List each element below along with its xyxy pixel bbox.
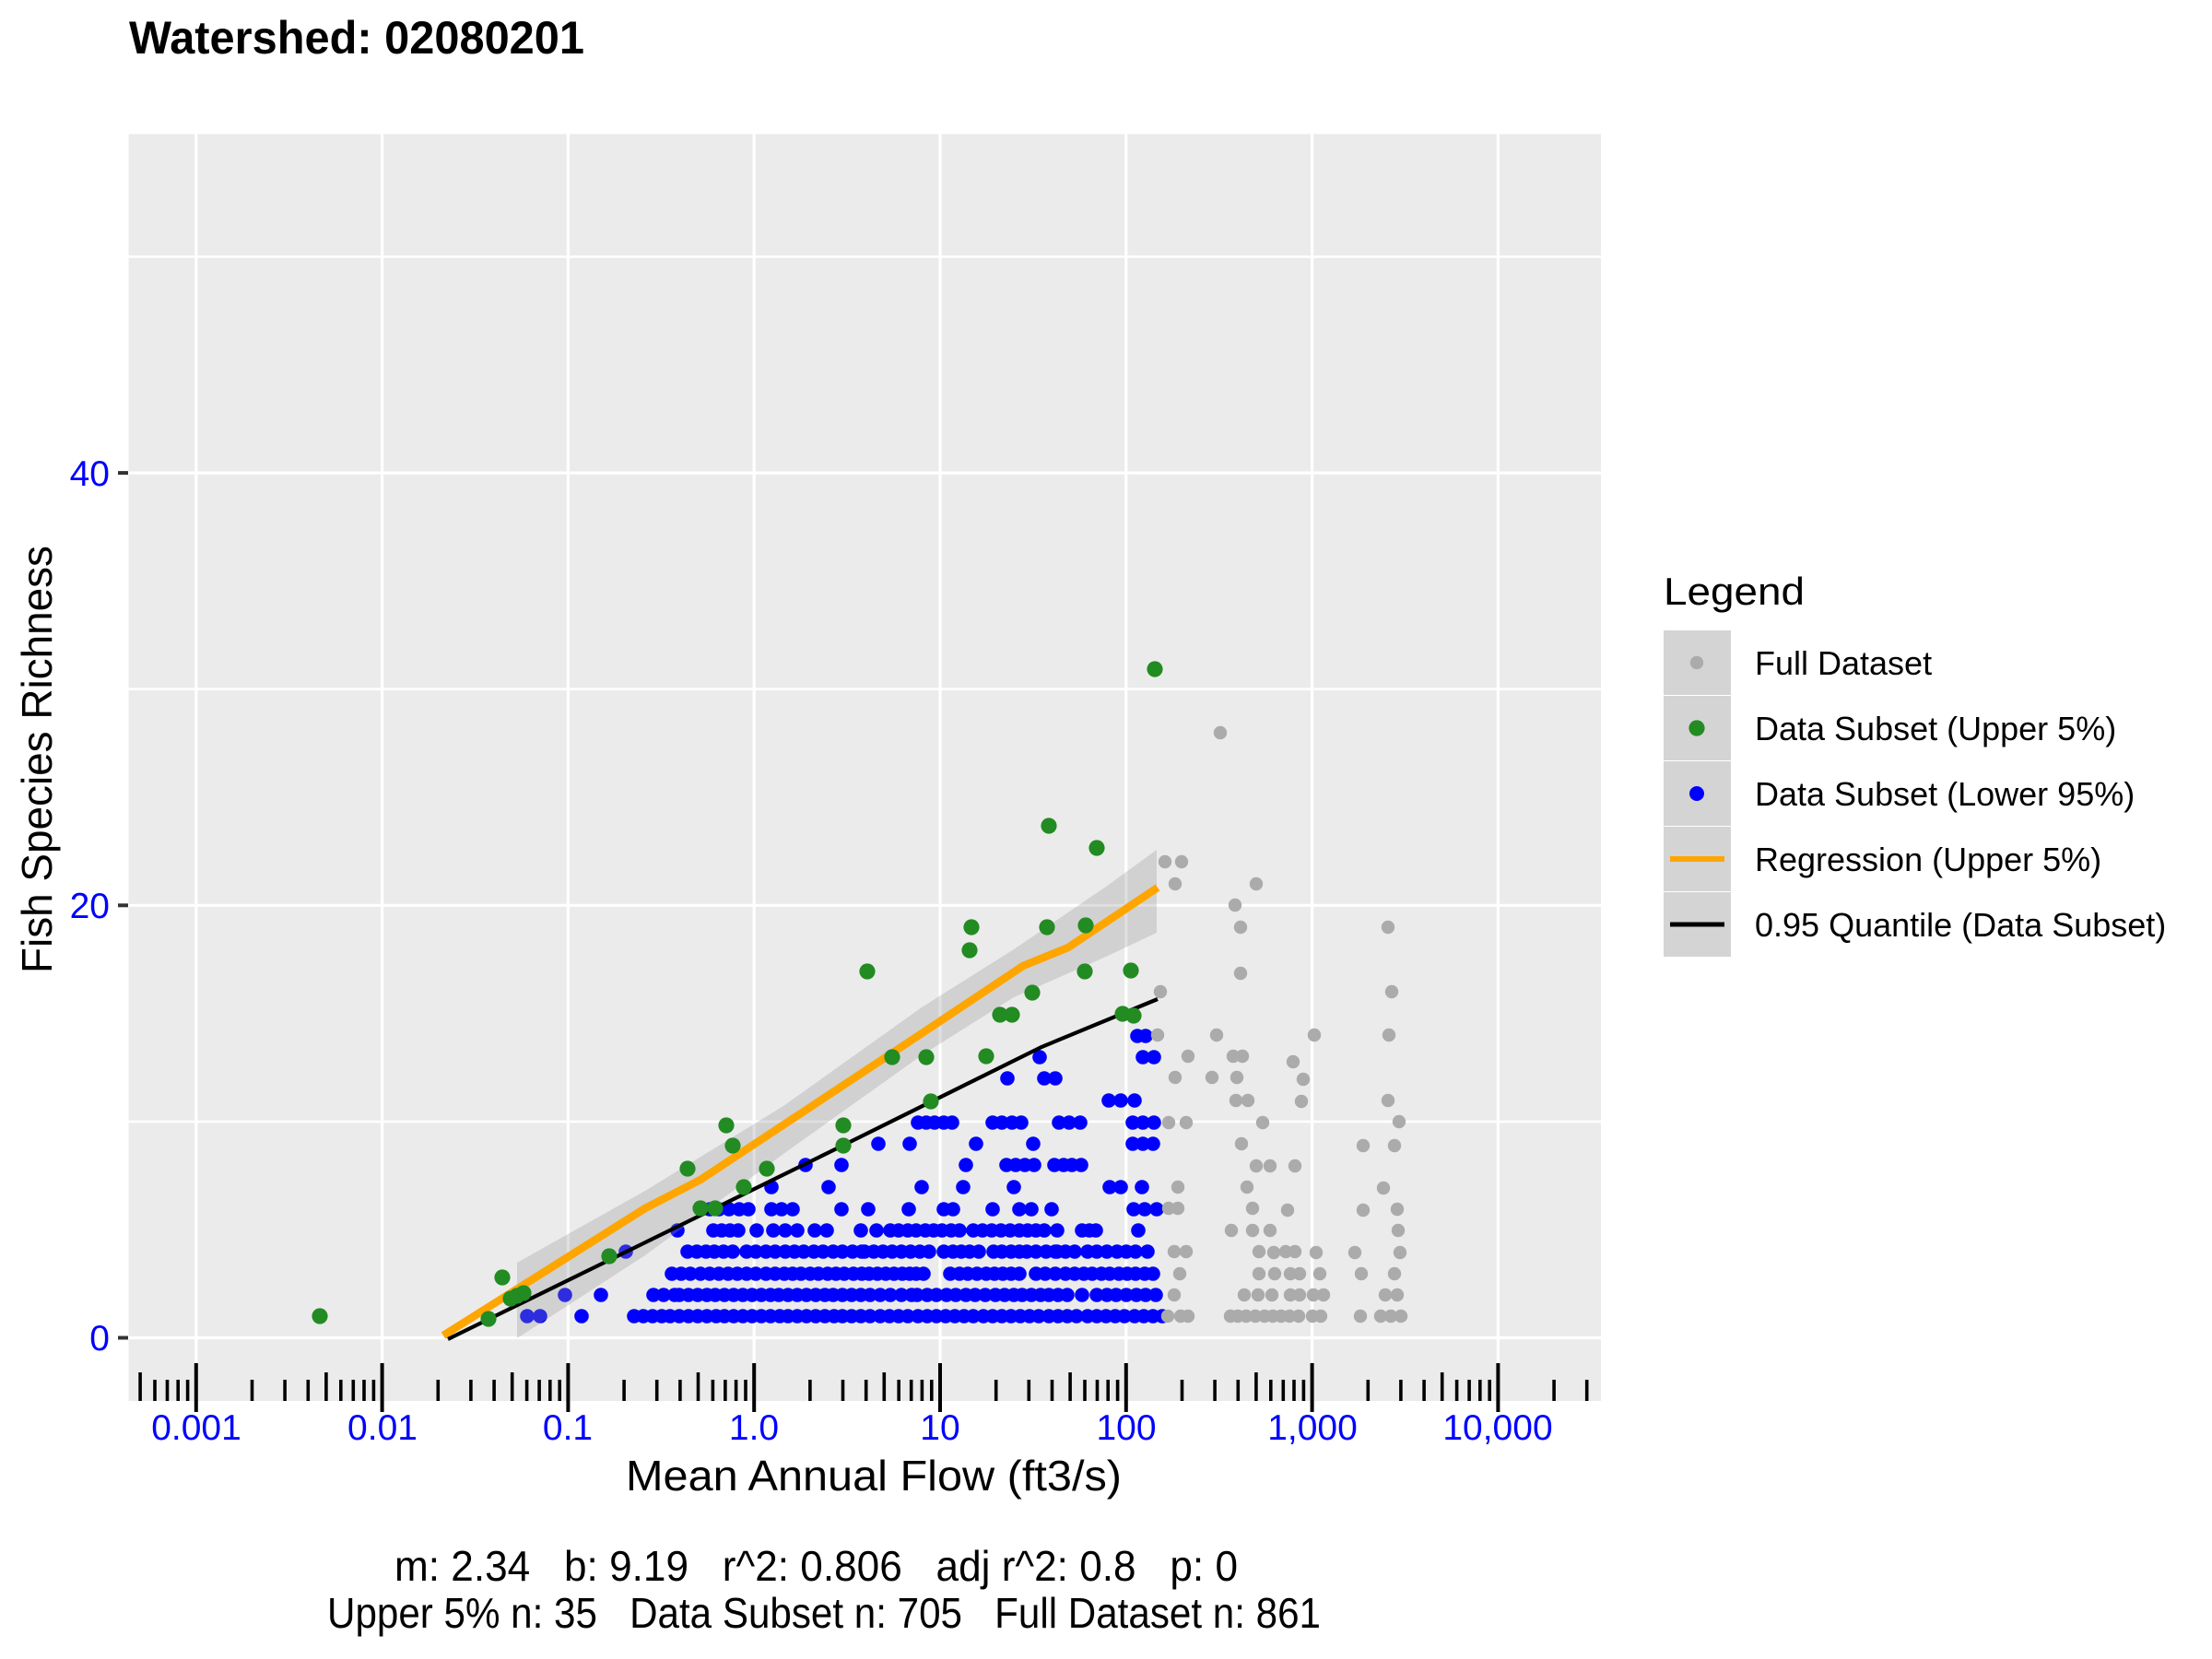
svg-text:Mean Annual Flow (ft3/s): Mean Annual Flow (ft3/s) [626, 1452, 1122, 1500]
svg-text:0: 0 [89, 1319, 110, 1359]
svg-text:0.95 Quantile (Data Subset): 0.95 Quantile (Data Subset) [1755, 906, 2166, 944]
svg-text:Data Subset (Upper 5%): Data Subset (Upper 5%) [1755, 710, 2116, 747]
svg-text:Full Dataset: Full Dataset [1755, 644, 1932, 682]
svg-text:40: 40 [70, 454, 110, 494]
svg-text:Upper 5% n: 35 Data Subset n: Upper 5% n: 35 Data Subset n: 705 Full D… [327, 1589, 1321, 1637]
svg-text:100: 100 [1096, 1408, 1156, 1448]
svg-text:Legend: Legend [1664, 570, 1805, 613]
svg-text:20: 20 [70, 887, 110, 926]
svg-text:10: 10 [920, 1408, 959, 1448]
svg-text:0.001: 0.001 [151, 1408, 241, 1448]
svg-text:Watershed: 02080201: Watershed: 02080201 [129, 12, 584, 64]
svg-text:0.01: 0.01 [347, 1408, 418, 1448]
svg-text:Regression (Upper 5%): Regression (Upper 5%) [1755, 841, 2101, 878]
svg-text:Fish Species Richness: Fish Species Richness [13, 546, 61, 973]
svg-text:1.0: 1.0 [729, 1408, 779, 1448]
svg-text:1,000: 1,000 [1267, 1408, 1358, 1448]
svg-text:Data Subset (Lower 95%): Data Subset (Lower 95%) [1755, 775, 2135, 813]
svg-text:10,000: 10,000 [1442, 1408, 1552, 1448]
svg-text:0.1: 0.1 [543, 1408, 593, 1448]
svg-text:m: 2.34 b: 9.19 r^2: 0.806: m: 2.34 b: 9.19 r^2: 0.806 adj r^2: 0.8 … [394, 1542, 1238, 1590]
